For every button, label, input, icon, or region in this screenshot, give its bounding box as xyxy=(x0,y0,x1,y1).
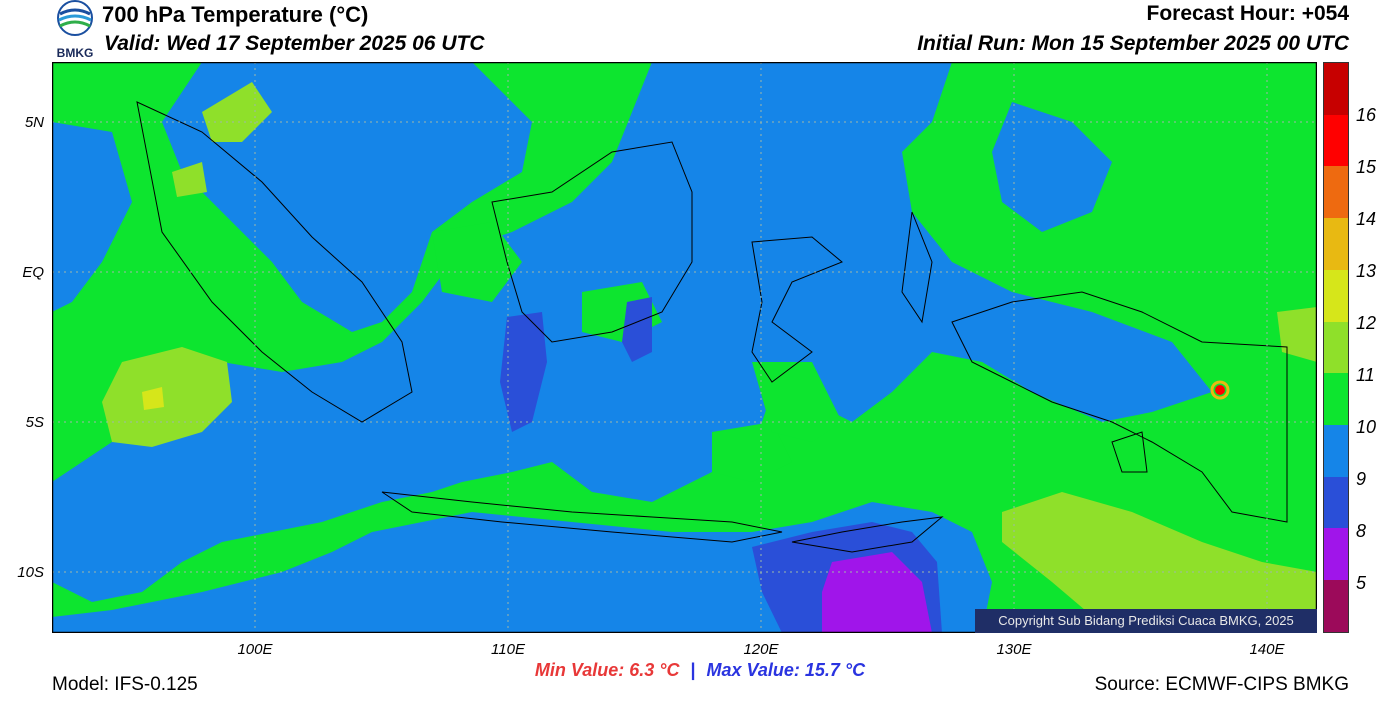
colorbar-segment xyxy=(1324,476,1348,529)
contour-15-16 xyxy=(1215,385,1225,395)
contour-9-10-ne xyxy=(992,102,1112,232)
logo-text: BMKG xyxy=(57,46,94,60)
colorbar-segment xyxy=(1324,528,1348,581)
colorbar-label: 12 xyxy=(1356,313,1377,333)
contour-10-11-d xyxy=(432,222,522,302)
colorbar-segment xyxy=(1324,218,1348,270)
lon-label-110e: 110E xyxy=(491,641,525,658)
graticule xyxy=(52,62,1317,633)
colorbar xyxy=(1323,62,1349,633)
bmkg-logo-icon: BMKG xyxy=(57,0,94,60)
forecast-hour: Forecast Hour: +054 xyxy=(1146,2,1350,25)
temperature-map xyxy=(52,62,1317,633)
contour-9-10-west xyxy=(52,122,132,312)
colorbar-label: 11 xyxy=(1356,365,1375,385)
lat-label-10s: 10S xyxy=(17,564,44,581)
colorbar-segment xyxy=(1324,321,1348,374)
coastlines xyxy=(136,101,1288,553)
contour-11-12-nw2 xyxy=(172,162,207,197)
colorbar-label: 15 xyxy=(1356,157,1377,177)
colorbar-label: 10 xyxy=(1356,417,1377,437)
min-max-separator: | xyxy=(690,660,696,680)
colorbar-label: 5 xyxy=(1356,573,1367,593)
map-title: 700 hPa Temperature (°C) xyxy=(102,2,369,27)
copyright-notice: Copyright Sub Bidang Prediksi Cuaca BMKG… xyxy=(975,609,1317,633)
colorbar-segment xyxy=(1324,269,1348,322)
min-max-values: Min Value: 6.3 °C | Max Value: 15.7 °C xyxy=(0,660,1400,681)
lon-label-100e: 100E xyxy=(237,641,273,658)
source-label: Source: ECMWF-CIPS BMKG xyxy=(1094,674,1349,695)
model-label: Model: IFS-0.125 xyxy=(52,674,198,695)
colorbar-label: 14 xyxy=(1356,209,1377,229)
valid-time: Valid: Wed 17 September 2025 06 UTC xyxy=(104,32,485,55)
initial-run: Initial Run: Mon 15 September 2025 00 UT… xyxy=(917,32,1349,55)
lon-label-140e: 140E xyxy=(1249,641,1285,658)
colorbar-segment xyxy=(1324,373,1348,426)
contour-10-11-c xyxy=(752,362,842,442)
contour-11-12-west xyxy=(102,347,232,447)
colorbar-label: 16 xyxy=(1356,105,1377,125)
contour-12-13 xyxy=(142,387,164,410)
colorbar-segment xyxy=(1324,63,1348,115)
lat-label-eq: EQ xyxy=(22,264,44,281)
contour-11-12-se xyxy=(1002,492,1317,633)
lon-label-130e: 130E xyxy=(996,641,1032,658)
colorbar-segment xyxy=(1324,114,1348,167)
contour-11-12-nw xyxy=(202,82,272,142)
max-value: Max Value: 15.7 °C xyxy=(706,660,866,680)
colorbar-label: 8 xyxy=(1356,521,1367,541)
contour-9-10-south xyxy=(52,502,992,633)
colorbar-segment xyxy=(1324,580,1348,632)
colorbar-segment xyxy=(1324,425,1348,477)
contour-8-9-c xyxy=(622,297,652,362)
contour-10-11-b xyxy=(712,422,792,482)
colorbar-segment xyxy=(1324,166,1348,219)
colorbar-label: 9 xyxy=(1356,469,1367,489)
lat-label-5n: 5N xyxy=(24,114,44,131)
lat-label-5s: 5S xyxy=(25,414,44,431)
contour-8-9-b xyxy=(500,312,547,432)
colorbar-label: 13 xyxy=(1356,261,1377,281)
lon-label-120e: 120E xyxy=(743,641,779,658)
min-value: Min Value: 6.3 °C xyxy=(534,660,680,680)
